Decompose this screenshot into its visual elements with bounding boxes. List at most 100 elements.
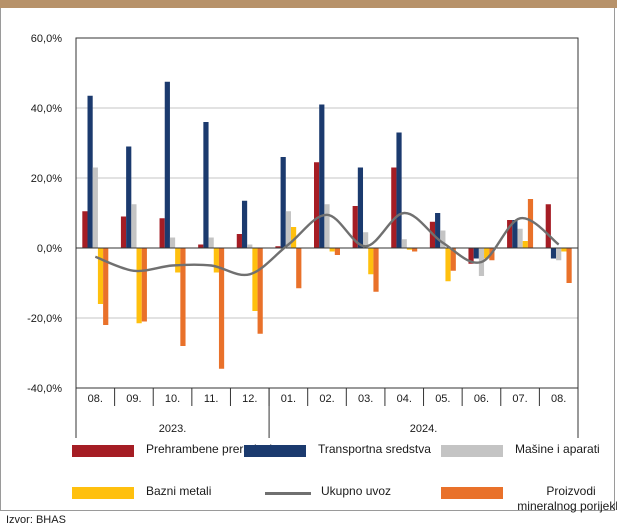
x-tick-label: 03. [358, 393, 373, 405]
bar [319, 104, 325, 248]
bar [566, 248, 572, 283]
bar [164, 81, 170, 248]
bar [169, 237, 176, 248]
bar [275, 246, 281, 248]
bar [120, 216, 127, 248]
bar [103, 248, 109, 325]
bar [213, 248, 219, 273]
bar [468, 248, 474, 264]
bar [324, 204, 330, 248]
bar [507, 220, 513, 248]
frame-bottom-border [0, 510, 615, 511]
year-group-label: 2024. [410, 423, 438, 435]
bar [334, 248, 340, 255]
bar [198, 244, 204, 248]
legend-label-transportna: Transportna sredstva [318, 442, 431, 456]
bar [357, 167, 364, 248]
bar [180, 248, 186, 346]
bar [556, 248, 562, 261]
x-tick-label: 07. [512, 393, 527, 405]
bar [136, 248, 142, 324]
bar [97, 248, 104, 304]
x-tick-label: 12. [242, 393, 257, 405]
legend-item-masine: Mašine i aparati [441, 442, 600, 457]
bar [329, 248, 335, 252]
bar [280, 157, 286, 248]
bar [314, 162, 320, 248]
bar [218, 248, 225, 369]
bar [252, 248, 258, 311]
legend-label-ukupno: Ukupno uvoz [321, 484, 392, 498]
total-import-line [94, 211, 560, 277]
x-tick-label: 11. [204, 393, 218, 405]
legend-item-transportna: Transportna sredstva [244, 442, 431, 457]
x-tick-label: 01. [281, 393, 296, 405]
y-tick-label: -20,0% [27, 313, 62, 325]
bar [92, 167, 98, 248]
bar [208, 237, 214, 248]
bar [412, 248, 418, 252]
x-tick-label: 06. [474, 393, 489, 405]
x-tick-label: 09. [126, 393, 141, 405]
x-tick-label: 04. [397, 393, 412, 405]
bar [368, 248, 374, 275]
bar [296, 248, 302, 289]
bar [391, 167, 397, 248]
bar [435, 213, 441, 248]
bar [363, 232, 369, 248]
bar [373, 248, 379, 292]
x-tick-label: 10. [165, 393, 180, 405]
bar [522, 241, 528, 248]
legend-label-masine: Mašine i aparati [515, 442, 600, 456]
chart-plot: 60,0% 40,0% 20,0% 0,0% -20,0% -40,0% 08. 09. 10.… [27, 33, 579, 438]
bar [527, 199, 534, 248]
legend-item-bazni: Bazni metali [72, 484, 211, 499]
frame-left-border [0, 8, 1, 511]
y-tick-label: 40,0% [31, 103, 62, 115]
y-tick-label: 0,0% [37, 243, 62, 255]
bar [561, 248, 567, 252]
bar [352, 206, 358, 248]
y-tick-label: -40,0% [27, 383, 62, 395]
bar [175, 248, 181, 273]
bar [257, 248, 263, 334]
legend-label-proizvodi: Proizvodi mineralnog porijekla [517, 484, 617, 513]
bar [241, 200, 248, 248]
bar [82, 211, 88, 248]
legend-label-bazni: Bazni metali [146, 484, 212, 498]
chart-legend: Prehrambene prerađevine Transportna sred… [0, 438, 617, 513]
legend-swatch-prehrambene [72, 445, 134, 457]
x-tick-label: 08. [551, 393, 566, 405]
bar [126, 146, 132, 248]
y-tick-label: 60,0% [31, 33, 62, 45]
bar [545, 204, 551, 248]
bar [247, 244, 253, 248]
legend-swatch-masine [441, 445, 503, 457]
source-note: Izvor: BHAS [6, 514, 66, 526]
bar [440, 230, 446, 248]
legend-swatch-bazni [72, 487, 134, 499]
bar [484, 248, 490, 259]
bar [450, 248, 456, 271]
bar [517, 228, 523, 248]
bar [512, 220, 518, 248]
frame-right-border [614, 8, 615, 511]
x-tick-label: 05. [435, 393, 450, 405]
year-group-label: 2023. [159, 423, 187, 435]
bar [203, 122, 209, 248]
bar [445, 248, 451, 282]
x-tick-label: 08. [88, 393, 103, 405]
y-tick-label: 20,0% [31, 173, 62, 185]
bar [396, 132, 402, 248]
legend-item-proizvodi: Proizvodi mineralnog porijekla [441, 484, 617, 514]
bar [236, 234, 242, 248]
bar [131, 204, 137, 248]
legend-swatch-transportna [244, 445, 306, 457]
legend-item-ukupno: Ukupno uvoz [265, 484, 391, 499]
bar [141, 248, 147, 322]
bar [401, 239, 407, 248]
legend-swatch-proizvodi [441, 487, 503, 499]
x-tick-label: 02. [319, 393, 334, 405]
plot-area-border [75, 37, 579, 389]
